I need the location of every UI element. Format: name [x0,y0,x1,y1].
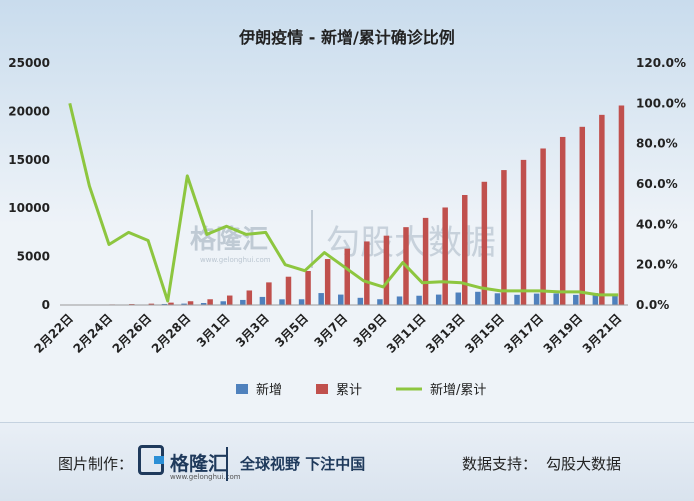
bar-cumulative [226,295,233,305]
bar-cumulative [187,301,194,305]
y-right-tick-label: 0.0% [636,298,669,312]
legend-label: 累计 [336,383,362,398]
legend-label: 新增 [256,382,282,398]
bar-new [494,293,501,305]
footer-source-name: 勾股大数据 [546,455,622,473]
watermark-partner: 勾股大数据 [326,223,496,263]
y-left-tick-label: 0 [42,298,50,312]
bar-new [318,293,324,305]
footer-credit-label: 图片制作： [58,455,134,473]
bar-cumulative [148,303,155,305]
x-tick-label: 3月13日 [423,311,468,356]
bar-cumulative [246,290,253,305]
bar-new [533,293,540,305]
y-left-tick-label: 10000 [8,201,50,215]
bar-cumulative [579,126,586,305]
bar-cumulative [266,282,272,305]
y-right-tick-label: 60.0% [636,177,678,191]
x-tick-label: 3月19日 [541,311,586,356]
watermark-brand: 格隆汇 [190,224,268,255]
bar-cumulative [599,114,605,306]
bar-new [435,294,442,305]
bar-cumulative [559,136,566,305]
y-right-tick-label: 20.0% [636,258,678,272]
bar-new [612,295,618,305]
y-right-tick-label: 120.0% [636,56,686,70]
bar-new [161,303,168,305]
x-tick-label: 3月3日 [233,311,272,350]
bar-cumulative [324,259,331,305]
bar-cumulative [462,194,468,305]
x-tick-label: 3月11日 [384,311,429,356]
bar-new [279,299,285,305]
y-left-tick-label: 15000 [8,153,50,167]
bar-cumulative [520,159,527,305]
bar-cumulative [501,170,507,305]
y-left-tick-label: 20000 [8,104,50,118]
legend-swatch [236,384,248,394]
watermark-url: www.gelonghui.com [200,256,271,264]
bar-cumulative [481,181,488,305]
bar-cumulative [285,276,292,305]
x-tick-label: 2月24日 [70,311,115,356]
bar-new [514,294,520,305]
x-tick-label: 2月28日 [149,311,194,356]
bar-new [181,303,187,305]
bar-new [553,293,559,305]
x-tick-label: 3月21日 [580,311,625,356]
brand-logo-icon [138,445,164,475]
bar-new [220,301,226,305]
bar-new [455,292,462,305]
bar-new [377,299,383,305]
bar-new [259,296,266,305]
bar-new [357,297,364,305]
bar-cumulative [383,235,390,305]
x-tick-label: 2月26日 [110,311,155,356]
chart-title: 伊朗疫情 - 新增/累计确诊比例 [238,28,455,47]
y-right-tick-label: 40.0% [636,217,678,231]
series-line-ratio [68,102,619,303]
bar-cumulative [364,241,370,305]
bar-new [240,299,246,305]
bar-new [200,303,207,305]
legend-swatch [316,384,328,394]
bar-new [573,294,579,305]
bar-new [298,299,305,305]
bar-cumulative [168,302,174,305]
x-tick-label: 2月22日 [31,311,76,356]
footer-divider [226,447,228,481]
x-tick-label: 3月1日 [194,311,233,350]
y-right-tick-label: 100.0% [636,96,686,110]
bar-new [475,291,481,305]
footer-bar: 图片制作： 格隆汇 www.gelonghui.com 全球视野 下注中国 数据… [0,422,694,501]
y-left-tick-label: 5000 [17,250,50,264]
bar-new [416,295,422,305]
footer-brand-url: www.gelonghui.com [170,473,241,481]
x-tick-label: 3月15日 [462,311,507,356]
bar-cumulative [540,148,546,305]
bar-new [592,293,599,305]
bar-cumulative [618,105,625,305]
y-left-tick-label: 25000 [8,56,50,70]
y-right-tick-label: 80.0% [636,137,678,151]
bar-cumulative [442,207,448,305]
footer-slogan: 全球视野 下注中国 [240,455,366,473]
footer-source-label: 数据支持： [462,455,538,473]
bar-cumulative [305,270,311,305]
legend-label: 新增/累计 [430,382,486,398]
x-tick-label: 3月7日 [311,311,350,350]
bar-new [396,296,403,305]
bar-cumulative [207,299,213,305]
bar-cumulative [422,217,429,305]
bar-cumulative [344,248,350,305]
x-tick-label: 3月5日 [272,311,311,350]
bar-new [338,294,344,305]
x-tick-label: 3月9日 [351,311,390,350]
x-tick-label: 3月17日 [501,311,546,356]
footer-brand: 格隆汇 [170,453,228,475]
